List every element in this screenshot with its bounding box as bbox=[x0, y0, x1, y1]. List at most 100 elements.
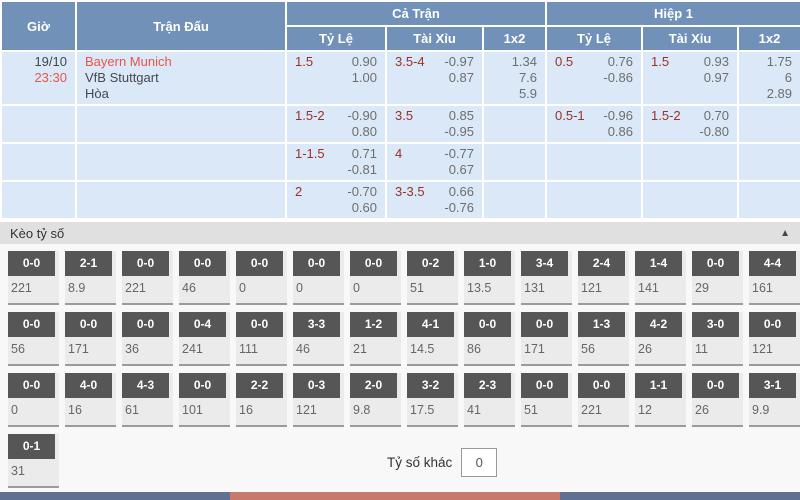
score-button[interactable]: 0-4 bbox=[179, 312, 226, 337]
score-odds-value[interactable]: 26 bbox=[638, 342, 652, 356]
score-odds-value[interactable]: 0 bbox=[11, 403, 18, 417]
odds-value[interactable]: 1.34 bbox=[511, 54, 538, 69]
score-button[interactable]: 0-0 bbox=[521, 312, 568, 337]
score-odds-value[interactable]: 16 bbox=[68, 403, 82, 417]
odds-value[interactable]: 0.67 bbox=[448, 162, 474, 177]
score-odds-value[interactable]: 21 bbox=[353, 342, 367, 356]
score-button[interactable]: 1-3 bbox=[578, 312, 625, 337]
other-score-input[interactable] bbox=[461, 448, 498, 477]
score-odds-value[interactable]: 221 bbox=[11, 281, 32, 295]
odds-value[interactable]: -0.70 bbox=[347, 184, 377, 199]
odds-value[interactable]: 0.93 bbox=[703, 54, 730, 69]
score-button[interactable]: 0-0 bbox=[236, 251, 283, 276]
score-button[interactable]: 3-2 bbox=[407, 373, 454, 398]
score-button[interactable]: 2-1 bbox=[65, 251, 112, 276]
score-button[interactable]: 0-0 bbox=[521, 373, 568, 398]
score-button[interactable]: 2-3 bbox=[464, 373, 511, 398]
score-odds-value[interactable]: 161 bbox=[752, 281, 773, 295]
odds-value[interactable]: 0.66 bbox=[448, 184, 474, 199]
odds-value[interactable]: -0.86 bbox=[603, 70, 634, 85]
score-odds-value[interactable]: 46 bbox=[296, 342, 310, 356]
score-odds-value[interactable]: 36 bbox=[125, 342, 139, 356]
score-button[interactable]: 0-0 bbox=[8, 251, 55, 276]
score-button[interactable]: 1-2 bbox=[350, 312, 397, 337]
score-odds-value[interactable]: 101 bbox=[182, 403, 203, 417]
odds-value[interactable]: 0.71 bbox=[351, 146, 377, 161]
score-odds-value[interactable]: 26 bbox=[695, 403, 709, 417]
score-button[interactable]: 2-2 bbox=[236, 373, 283, 398]
score-button[interactable]: 1-0 bbox=[464, 251, 511, 276]
odds-value[interactable]: 7.6 bbox=[518, 70, 538, 85]
score-odds-value[interactable]: 17.5 bbox=[410, 403, 435, 417]
odds-value[interactable]: -0.96 bbox=[603, 108, 634, 123]
score-button[interactable]: 0-0 bbox=[179, 251, 226, 276]
score-odds-value[interactable]: 56 bbox=[581, 342, 595, 356]
score-button[interactable]: 0-0 bbox=[350, 251, 397, 276]
score-button[interactable]: 0-0 bbox=[236, 312, 283, 337]
score-odds-value[interactable]: 121 bbox=[296, 403, 317, 417]
score-button[interactable]: 0-0 bbox=[749, 312, 796, 337]
odds-value[interactable]: -0.77 bbox=[444, 146, 474, 161]
score-odds-value[interactable]: 56 bbox=[11, 342, 25, 356]
score-odds-value[interactable]: 0 bbox=[296, 281, 303, 295]
score-odds-value[interactable]: 11 bbox=[695, 342, 708, 356]
score-button[interactable]: 0-0 bbox=[464, 312, 511, 337]
odds-value[interactable]: 6 bbox=[784, 70, 793, 85]
odds-value[interactable]: 0.86 bbox=[607, 124, 634, 139]
score-odds-value[interactable]: 221 bbox=[581, 403, 602, 417]
score-button[interactable]: 2-0 bbox=[350, 373, 397, 398]
score-odds-value[interactable]: 121 bbox=[581, 281, 602, 295]
score-odds-value[interactable]: 51 bbox=[410, 281, 424, 295]
score-odds-value[interactable]: 41 bbox=[467, 403, 481, 417]
score-odds-value[interactable]: 241 bbox=[182, 342, 203, 356]
score-button[interactable]: 0-0 bbox=[179, 373, 226, 398]
odds-value[interactable]: -0.95 bbox=[444, 124, 474, 139]
score-odds-value[interactable]: 31 bbox=[11, 464, 25, 478]
score-button[interactable]: 0-0 bbox=[578, 373, 625, 398]
odds-value[interactable]: 0.85 bbox=[448, 108, 474, 123]
score-odds-value[interactable]: 171 bbox=[524, 342, 545, 356]
score-odds-value[interactable]: 12 bbox=[638, 403, 652, 417]
odds-value[interactable]: 1.75 bbox=[766, 54, 793, 69]
odds-value[interactable]: 0.90 bbox=[351, 54, 377, 69]
score-button[interactable]: 0-2 bbox=[407, 251, 454, 276]
odds-value[interactable]: -0.90 bbox=[347, 108, 377, 123]
score-odds-value[interactable]: 9.8 bbox=[353, 403, 371, 417]
score-button[interactable]: 2-4 bbox=[578, 251, 625, 276]
odds-value[interactable]: -0.76 bbox=[444, 200, 474, 215]
score-odds-value[interactable]: 111 bbox=[239, 342, 259, 356]
odds-value[interactable]: 0.97 bbox=[703, 70, 730, 85]
score-odds-value[interactable]: 141 bbox=[638, 281, 659, 295]
score-button[interactable]: 0-0 bbox=[293, 251, 340, 276]
odds-value[interactable]: 5.9 bbox=[518, 86, 538, 101]
odds-value[interactable]: -0.81 bbox=[347, 162, 377, 177]
score-odds-value[interactable]: 171 bbox=[68, 342, 89, 356]
score-odds-value[interactable]: 9.9 bbox=[752, 403, 770, 417]
score-odds-value[interactable]: 8.9 bbox=[68, 281, 86, 295]
odds-value[interactable]: 2.89 bbox=[766, 86, 793, 101]
score-button[interactable]: 0-0 bbox=[8, 312, 55, 337]
score-button[interactable]: 4-2 bbox=[635, 312, 682, 337]
score-button[interactable]: 1-1 bbox=[635, 373, 682, 398]
score-button[interactable]: 3-3 bbox=[293, 312, 340, 337]
score-odds-value[interactable]: 121 bbox=[752, 342, 773, 356]
score-button[interactable]: 0-1 bbox=[8, 434, 55, 459]
score-button[interactable]: 3-4 bbox=[521, 251, 568, 276]
odds-value[interactable]: 0.70 bbox=[703, 108, 730, 123]
score-odds-value[interactable]: 221 bbox=[125, 281, 146, 295]
odds-value[interactable]: 0.80 bbox=[351, 124, 377, 139]
score-odds-value[interactable]: 0 bbox=[239, 281, 246, 295]
odds-value[interactable]: 0.60 bbox=[351, 200, 377, 215]
score-odds-value[interactable]: 46 bbox=[182, 281, 196, 295]
score-odds-value[interactable]: 29 bbox=[695, 281, 709, 295]
score-button[interactable]: 1-4 bbox=[635, 251, 682, 276]
score-button[interactable]: 4-0 bbox=[65, 373, 112, 398]
score-button[interactable]: 0-0 bbox=[122, 312, 169, 337]
score-odds-value[interactable]: 0 bbox=[353, 281, 360, 295]
odds-value[interactable]: 0.76 bbox=[607, 54, 634, 69]
score-odds-value[interactable]: 61 bbox=[125, 403, 139, 417]
score-button[interactable]: 4-3 bbox=[122, 373, 169, 398]
score-button[interactable]: 3-0 bbox=[692, 312, 739, 337]
score-odds-value[interactable]: 16 bbox=[239, 403, 253, 417]
odds-value[interactable]: 0.87 bbox=[448, 70, 474, 85]
